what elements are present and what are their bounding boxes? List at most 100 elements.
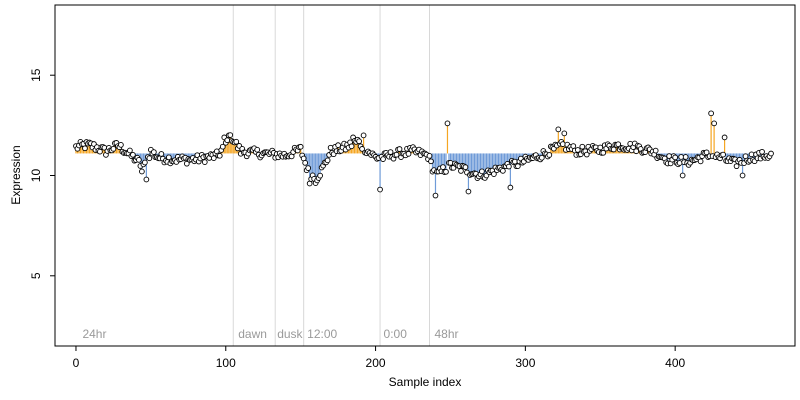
data-point — [462, 164, 469, 170]
data-point — [597, 144, 604, 151]
data-point — [426, 152, 433, 159]
data-point — [377, 186, 383, 193]
data-point — [682, 154, 689, 160]
y-axis: 5 10 15 — [29, 68, 55, 279]
segment-labels: 24hr dawn dusk 12:00 0:00 48hr — [82, 327, 458, 341]
data-point — [538, 154, 545, 161]
data-point — [720, 151, 726, 158]
data-point — [335, 142, 341, 149]
data-point — [444, 120, 451, 127]
data-point — [559, 141, 566, 147]
data-point — [118, 142, 124, 148]
data-point — [633, 148, 640, 155]
data-point — [555, 126, 562, 133]
x-tick-label: 300 — [515, 356, 535, 370]
data-point — [396, 146, 403, 152]
data-point — [491, 171, 497, 177]
data-point — [219, 143, 226, 150]
data-point — [143, 176, 150, 183]
data-point — [254, 146, 261, 153]
data-point — [579, 143, 586, 150]
data-point — [458, 168, 464, 174]
x-tick-label: 200 — [366, 356, 386, 370]
data-point — [110, 145, 117, 152]
data-point — [739, 172, 746, 179]
x-tick-label: 100 — [216, 356, 236, 370]
data-point — [561, 130, 568, 137]
data-point — [324, 157, 331, 164]
data-point — [405, 150, 412, 157]
data-point — [759, 148, 765, 155]
data-point — [679, 172, 686, 179]
y-tick-label: 10 — [29, 169, 43, 183]
segment-label: 12:00 — [307, 327, 337, 341]
data-point — [297, 143, 304, 150]
data-point — [387, 149, 394, 155]
data-point — [432, 192, 439, 199]
data-point — [216, 152, 223, 159]
data-point — [428, 158, 434, 165]
data-point — [447, 159, 454, 166]
data-point — [356, 138, 362, 145]
y-tick-label: 15 — [29, 68, 43, 82]
data-point — [465, 188, 472, 195]
y-tick-label: 5 — [29, 272, 43, 279]
segment-label: 0:00 — [384, 327, 408, 341]
data-point — [768, 150, 774, 157]
data-point — [305, 165, 312, 171]
data-point — [583, 151, 590, 158]
data-point — [142, 159, 148, 166]
data-point — [158, 151, 165, 157]
data-point — [165, 154, 172, 161]
x-axis: 0 100 200 300 400 — [73, 346, 685, 370]
data-point — [233, 138, 240, 145]
data-point — [600, 149, 607, 156]
y-axis-label: Expression — [9, 145, 23, 204]
x-axis-label: Sample index — [389, 375, 462, 389]
data-point — [224, 137, 231, 144]
data-point — [317, 172, 323, 179]
data-point — [146, 155, 153, 162]
data-point — [711, 120, 717, 127]
data-point — [327, 144, 334, 151]
plot-area — [55, 5, 795, 346]
segment-label: 24hr — [82, 327, 106, 341]
data-point — [393, 151, 400, 158]
data-point — [127, 147, 133, 154]
data-point — [440, 164, 446, 170]
data-point — [380, 156, 386, 162]
data-point — [227, 132, 234, 138]
x-tick-label: 400 — [665, 356, 685, 370]
segment-label: dawn — [238, 327, 267, 341]
data-point — [697, 158, 704, 165]
data-points — [73, 110, 774, 199]
data-point — [443, 168, 449, 175]
data-point — [136, 156, 142, 163]
data-point — [359, 146, 365, 152]
data-point — [139, 168, 145, 175]
data-point — [506, 163, 512, 170]
data-point — [360, 132, 367, 139]
data-point — [479, 168, 485, 175]
data-point — [676, 160, 683, 166]
data-point — [708, 110, 714, 117]
data-point — [733, 163, 740, 170]
data-point — [721, 134, 728, 141]
data-point — [610, 146, 617, 153]
data-point — [500, 168, 506, 174]
data-point — [151, 149, 157, 155]
data-point — [348, 143, 355, 150]
data-point — [574, 147, 581, 153]
x-tick-label: 0 — [73, 356, 80, 370]
segment-label: dusk — [277, 327, 303, 341]
segment-label: 48hr — [434, 327, 458, 341]
data-point — [201, 159, 208, 165]
data-point — [130, 151, 136, 158]
data-point — [546, 152, 553, 158]
data-point — [615, 141, 622, 148]
data-point — [672, 154, 679, 161]
data-point — [82, 145, 88, 152]
data-point — [507, 184, 514, 191]
data-point — [515, 163, 521, 169]
data-point — [302, 160, 309, 166]
